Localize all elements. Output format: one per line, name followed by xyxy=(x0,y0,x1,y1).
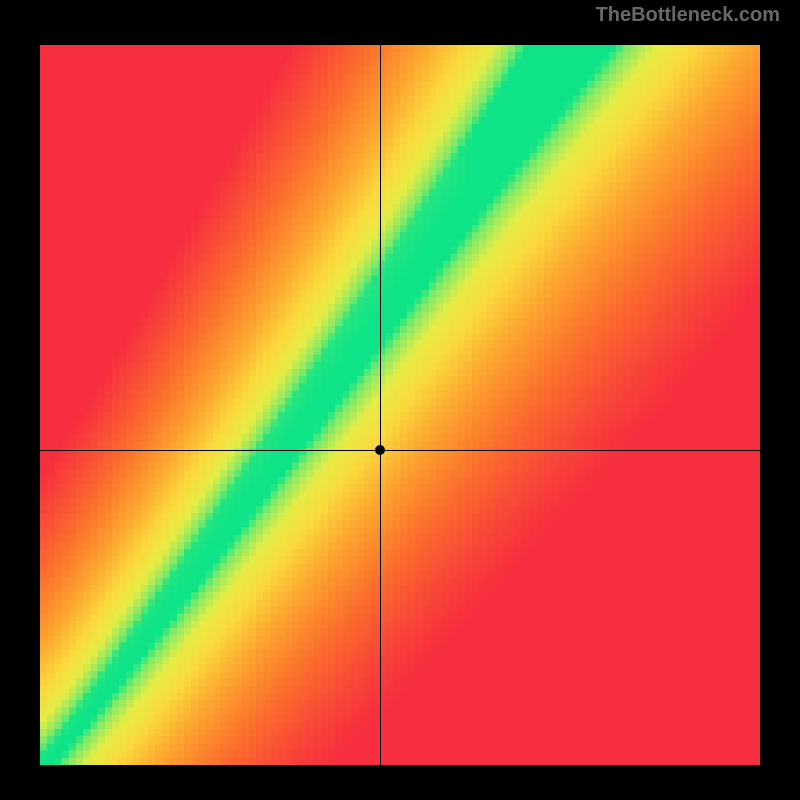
heatmap-canvas xyxy=(40,45,760,765)
crosshair-vertical xyxy=(380,45,381,765)
crosshair-horizontal xyxy=(40,450,760,451)
bottleneck-heatmap xyxy=(40,45,760,765)
chart-container xyxy=(0,30,800,800)
selected-point-marker xyxy=(375,445,385,455)
watermark-text: TheBottleneck.com xyxy=(596,4,780,27)
